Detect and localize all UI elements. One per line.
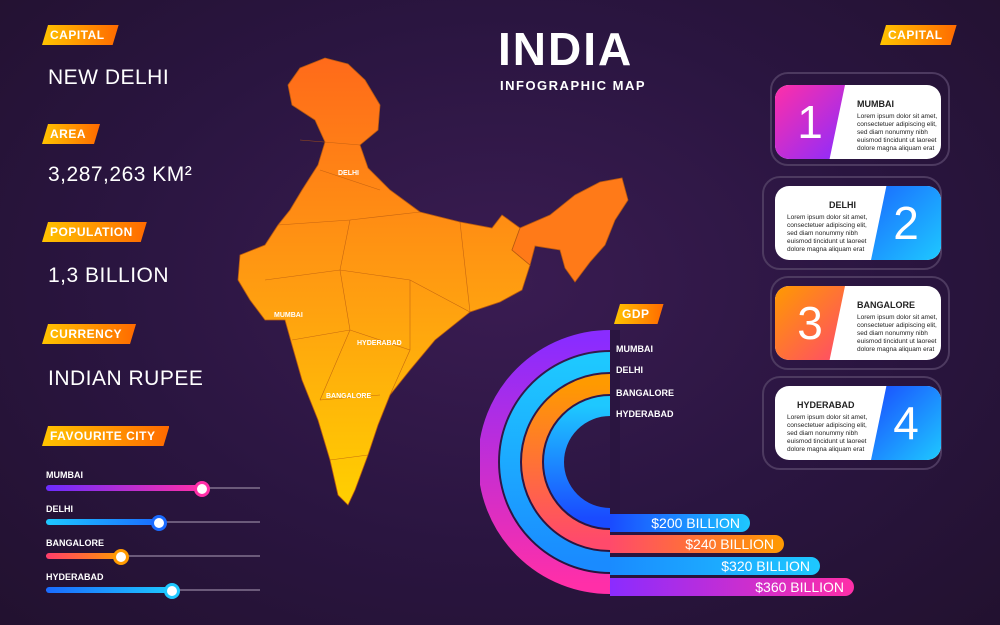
card-city-3: BANGALORE	[857, 300, 915, 310]
slider-label-bangalore: BANGALORE	[46, 538, 104, 548]
gdp-label-hyderabad: HYDERABAD	[616, 409, 674, 419]
slider-knob-bangalore[interactable]	[112, 549, 129, 565]
gdp-arc-bangalore	[522, 374, 611, 550]
map-label-mumbai: MUMBAI	[274, 312, 303, 319]
card-number-3: 3	[775, 286, 845, 360]
slider-fill-bangalore	[46, 553, 121, 559]
card-number-4: 4	[871, 386, 941, 460]
india-mainland-shape	[237, 57, 531, 506]
map-label-hyderabad: HYDERABAD	[357, 340, 402, 347]
slider-fill-mumbai	[46, 485, 203, 491]
gdp-arc-mumbai	[480, 330, 611, 594]
gdp-bar-200: $200 BILLION	[610, 514, 750, 532]
gdp-arc-delhi	[500, 352, 611, 572]
capital-card-4: 4 HYDERABAD Lorem ipsum dolor sit amet, …	[775, 386, 941, 460]
slider-label-mumbai: MUMBAI	[46, 470, 83, 480]
slider-knob-delhi[interactable]	[151, 515, 168, 531]
gdp-tag: GDP	[614, 304, 664, 324]
currency-value: INDIAN RUPEE	[48, 367, 204, 390]
card-city-1: MUMBAI	[857, 99, 894, 109]
card-frame-1	[770, 72, 950, 166]
gdp-bar-320: $320 BILLION	[610, 557, 820, 575]
slider-label-delhi: DELHI	[46, 504, 73, 514]
capital-card-3: 3 BANGALORE Lorem ipsum dolor sit amet, …	[775, 286, 941, 360]
gdp-label-mumbai: MUMBAI	[616, 344, 653, 354]
currency-tag: CURRENCY	[42, 324, 136, 344]
card-frame-3	[770, 276, 950, 370]
slider-knob-mumbai[interactable]	[194, 481, 211, 497]
india-northeast-shape	[511, 177, 629, 283]
slider-label-hyderabad: HYDERABAD	[46, 572, 104, 582]
slider-knob-hyderabad[interactable]	[164, 583, 181, 599]
gdp-label-bangalore: BANGALORE	[616, 388, 674, 398]
card-city-4: HYDERABAD	[797, 400, 855, 410]
capital-value: NEW DELHI	[48, 66, 170, 89]
capital-card-2: 2 DELHI Lorem ipsum dolor sit amet, cons…	[775, 186, 941, 260]
area-value: 3,287,263 KM²	[48, 163, 193, 186]
card-text-3: Lorem ipsum dolor sit amet, consectetuer…	[857, 314, 938, 353]
slider-fill-hyderabad	[46, 587, 173, 593]
page-title: INDIA	[498, 23, 634, 75]
card-frame-4	[762, 376, 942, 470]
slider-fill-delhi	[46, 519, 160, 525]
population-value: 1,3 BILLION	[48, 264, 170, 287]
gdp-arcs	[480, 330, 620, 600]
card-text-1: Lorem ipsum dolor sit amet, consectetuer…	[857, 113, 938, 152]
gdp-bar-360: $360 BILLION	[610, 578, 854, 596]
gdp-bar-240: $240 BILLION	[610, 535, 784, 553]
card-city-2: DELHI	[829, 200, 856, 210]
gdp-label-delhi: DELHI	[616, 365, 643, 375]
card-number-2: 2	[871, 186, 941, 260]
slider-track-bangalore	[46, 555, 260, 557]
gdp-arc-hyderabad	[544, 396, 611, 528]
state-borders	[264, 139, 471, 461]
card-text-2: Lorem ipsum dolor sit amet, consectetuer…	[787, 214, 868, 253]
capital-tag: CAPITAL	[42, 25, 119, 45]
favourite-city-tag: FAVOURITE CITY	[42, 426, 169, 446]
population-tag: POPULATION	[42, 222, 147, 242]
area-tag: AREA	[42, 124, 100, 144]
india-map	[237, 57, 629, 506]
capital-card-1: 1 MUMBAI Lorem ipsum dolor sit amet, con…	[775, 85, 941, 159]
card-frame-2	[762, 176, 942, 270]
map-label-bangalore: BANGALORE	[326, 393, 372, 400]
page-subtitle: INFOGRAPHIC MAP	[500, 78, 646, 93]
capital-panel-tag: CAPITAL	[880, 25, 957, 45]
card-text-4: Lorem ipsum dolor sit amet, consectetuer…	[787, 414, 868, 453]
card-number-1: 1	[775, 85, 845, 159]
map-label-delhi: DELHI	[338, 170, 359, 177]
